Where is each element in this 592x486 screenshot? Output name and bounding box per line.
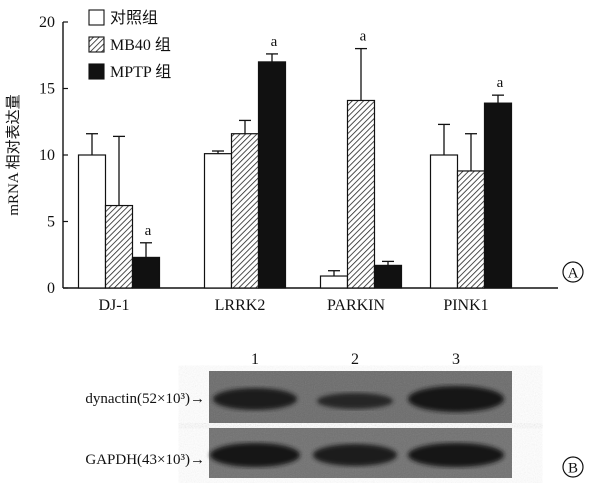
band-gapdh-lane-1 (210, 443, 300, 467)
y-tick-label: 20 (39, 14, 55, 31)
panel-label-a: A (562, 261, 584, 283)
bar-chart: 0 5 10 15 20 DJ-1 LRRK2 PARKIN PINK1 a a a a mRNA … (5, 9, 558, 314)
bar-mb40 (104, 204, 134, 289)
annotations: a a a a (145, 29, 504, 239)
row-label-gapdh: GAPDH(43×10³)→ (85, 452, 205, 468)
legend: 对照组 MB40 组 MPTP 组 (88, 9, 171, 81)
band-dynactin-lane-2 (317, 393, 393, 409)
y-tick-label: 5 (47, 214, 55, 231)
bar-control (77, 154, 107, 289)
legend-label: MPTP 组 (110, 63, 171, 81)
y-tick-label: 15 (39, 81, 55, 98)
western-blot: 1 2 3 dynactin(52×10³)→ GAPDH(43×10³)→ (85, 351, 512, 478)
y-tick-label: 0 (47, 280, 55, 297)
panel-label-a-text: A (568, 266, 579, 282)
y-axis-label: mRNA 相对表达量 (5, 94, 22, 215)
y-tick-label: 10 (39, 147, 55, 164)
x-tick-label: DJ-1 (98, 297, 129, 314)
x-tick-label: PINK1 (443, 297, 488, 314)
band-dynactin-lane-3 (408, 386, 504, 412)
bar-mptp (373, 264, 403, 289)
significance-mark: a (497, 75, 504, 91)
bar-mptp (257, 61, 287, 289)
bar-control (429, 154, 459, 289)
x-tick-label: PARKIN (327, 297, 386, 314)
legend-swatch (88, 9, 105, 26)
bar-mb40 (456, 170, 486, 289)
legend-swatch (88, 36, 105, 53)
legend-label: 对照组 (110, 9, 158, 27)
panel-label-b: B (562, 456, 584, 478)
y-ticks: 0 5 10 15 20 (39, 14, 68, 297)
significance-mark: a (145, 223, 152, 239)
bar-control (319, 275, 349, 289)
lane-label-2: 2 (351, 351, 359, 368)
band-dynactin-lane-1 (213, 388, 297, 410)
bar-mptp (483, 102, 513, 289)
bar-mb40 (346, 99, 376, 289)
band-gapdh-lane-2 (313, 444, 397, 466)
bar-control (203, 153, 233, 289)
significance-mark: a (360, 29, 367, 45)
lane-label-3: 3 (452, 351, 460, 368)
bar-mptp (131, 256, 161, 289)
x-ticks: DJ-1 LRRK2 PARKIN PINK1 (98, 297, 488, 314)
lane-label-1: 1 (251, 351, 259, 368)
x-tick-label: LRRK2 (215, 297, 266, 314)
legend-swatch (88, 63, 105, 80)
significance-mark: a (271, 34, 278, 50)
bars (77, 47, 513, 289)
band-gapdh-lane-3 (408, 443, 504, 467)
bar-mb40 (230, 133, 260, 289)
panel-label-b-text: B (568, 461, 578, 477)
legend-label: MB40 组 (110, 36, 171, 54)
row-label-dynactin: dynactin(52×10³)→ (85, 391, 205, 407)
